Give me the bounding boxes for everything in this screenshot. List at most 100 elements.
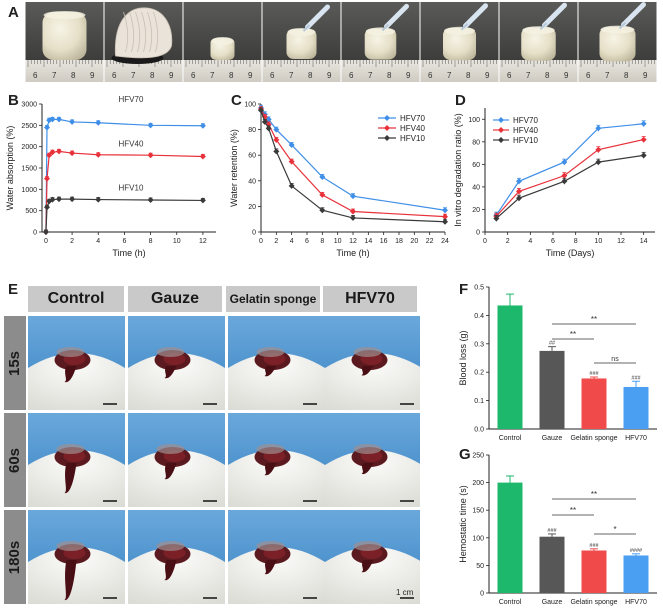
column-header-hfv70: HFV70 — [323, 286, 417, 312]
x-tick-label: 4 — [96, 238, 100, 245]
data-point — [350, 193, 356, 200]
x-tick-label: 2 — [506, 238, 510, 245]
hemostasis-photos — [28, 316, 420, 604]
data-point — [69, 118, 76, 125]
bar-gauze — [539, 350, 565, 429]
x-tick-label: 0 — [44, 238, 48, 245]
data-point — [95, 151, 102, 158]
y-tick-label: 40 — [248, 178, 256, 185]
y-tick-label: 100 — [472, 535, 484, 542]
y-tick-label: 0.1 — [474, 398, 484, 405]
data-point — [640, 152, 647, 159]
y-tick-label: 2000 — [21, 144, 37, 151]
x-tick-label: 8 — [320, 238, 324, 245]
ruler-number: 9 — [406, 71, 411, 80]
data-point — [95, 119, 102, 126]
panel-label-f: F — [459, 281, 469, 298]
hemostasis-photo — [128, 316, 225, 410]
blood-trail — [164, 366, 177, 379]
x-tick-label: 24 — [441, 238, 449, 245]
hemostasis-photo — [228, 413, 325, 507]
x-tick-label: 10 — [334, 238, 342, 245]
ruler-number: 6 — [349, 71, 354, 80]
finger-crease — [147, 11, 153, 53]
data-point — [640, 136, 647, 143]
legend-label-hfv70: HFV70 — [513, 116, 538, 125]
white-plate — [28, 353, 125, 410]
ruler-number: 8 — [150, 71, 155, 80]
data-point — [49, 196, 56, 203]
significance-mark: ### — [547, 528, 557, 534]
data-point — [319, 207, 326, 214]
x-tick-label: 2 — [70, 238, 74, 245]
finger-crease — [153, 11, 159, 53]
x-tick-label: 8 — [149, 238, 153, 245]
white-plate — [28, 450, 125, 507]
row-header-60s: 60s — [4, 413, 26, 507]
data-point — [44, 204, 51, 211]
data-point — [516, 178, 522, 185]
x-tick-label: 14 — [640, 238, 648, 245]
hemostasis-photo — [325, 510, 420, 604]
ruler-number: 8 — [545, 71, 550, 80]
white-plate — [325, 353, 420, 410]
ruler-number: 8 — [71, 71, 76, 80]
row-header-15s: 15s — [4, 316, 26, 410]
data-point — [595, 125, 602, 132]
water-absorption-chart: 0 500 1000 1500 2000 2500 3000 0 2 4 6 8 10 12 Time (h… — [5, 96, 216, 258]
data-point — [442, 218, 448, 225]
data-point — [147, 197, 154, 203]
x-tick-label: 20 — [410, 238, 418, 245]
ruler-number: 6 — [191, 71, 196, 80]
x-tick-label: 14 — [364, 238, 372, 245]
blood-trail — [264, 463, 277, 476]
y-tick-label: 50 — [476, 563, 484, 570]
series-line-hfv10 — [495, 154, 644, 219]
hemostasis-photo — [128, 510, 225, 604]
bar-gelatin-sponge — [581, 550, 607, 593]
sponge — [521, 27, 556, 61]
significance-label: * — [613, 525, 616, 534]
pipette — [621, 2, 646, 28]
x-tick-label: 12 — [617, 238, 625, 245]
finger-crease — [141, 11, 147, 53]
white-plate — [128, 353, 225, 410]
data-point — [561, 159, 568, 166]
legend-label-hfv70: HFV70 — [400, 114, 425, 123]
tissue-membrane — [256, 444, 285, 454]
series-label-hfv10: HFV10 — [119, 183, 144, 192]
data-point — [350, 208, 356, 215]
y-tick-label: 60 — [248, 153, 256, 160]
ruler-number: 7 — [210, 71, 215, 80]
significance-mark: ### — [589, 543, 599, 549]
data-point — [258, 107, 264, 114]
data-point — [49, 149, 56, 156]
hemostasis-photo — [28, 316, 125, 410]
x-tick-label: 18 — [395, 238, 403, 245]
legend-marker — [384, 125, 390, 131]
panel-label-g: G — [459, 446, 471, 463]
bar-control — [497, 305, 523, 429]
x-tick-label: 4 — [528, 238, 532, 245]
significance-label: ** — [591, 315, 597, 324]
data-point — [56, 196, 63, 203]
ruler — [578, 60, 657, 82]
pipette-tip — [618, 21, 627, 30]
y-axis-label: In vitro degradation ratio (%) — [453, 113, 463, 227]
legend-marker — [384, 135, 390, 141]
data-point — [561, 172, 568, 179]
blood-trail — [164, 560, 177, 581]
tissue-membrane — [353, 347, 382, 357]
pipette-tip — [302, 24, 311, 32]
ruler-number: 9 — [643, 71, 648, 80]
data-point — [273, 126, 280, 133]
data-point — [147, 152, 154, 159]
data-point — [319, 173, 326, 180]
pipette-tip — [539, 22, 548, 30]
blood-trail — [64, 560, 77, 601]
ruler-number: 8 — [624, 71, 629, 80]
data-point — [561, 178, 568, 185]
pipette-tip — [460, 23, 469, 31]
y-tick-label: 0.0 — [474, 427, 484, 434]
y-tick-label: 1500 — [21, 166, 37, 173]
